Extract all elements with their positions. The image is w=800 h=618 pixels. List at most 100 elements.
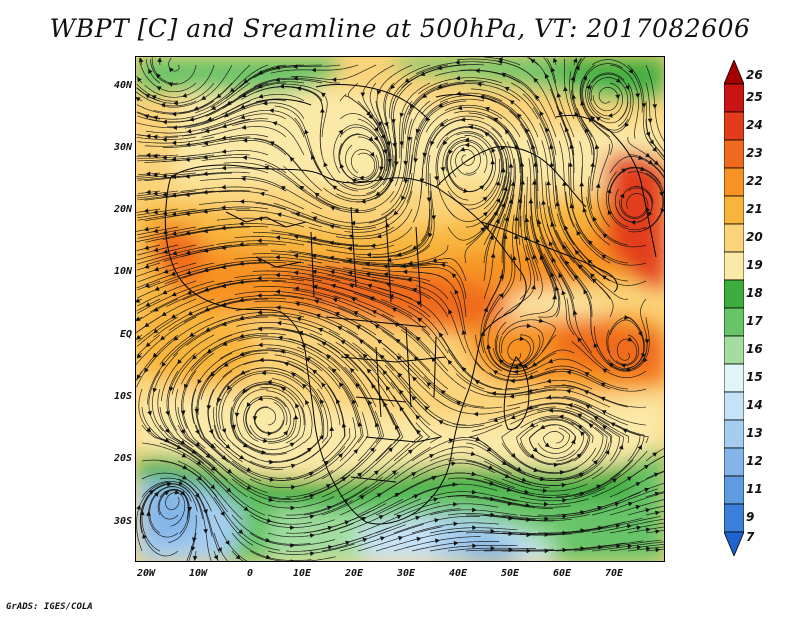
streamline-arrow [510, 181, 516, 187]
streamline-arrow [238, 241, 244, 247]
streamline-arrow [482, 196, 488, 202]
streamline-arrow [643, 357, 648, 363]
lat-label-eq: EQ [119, 329, 132, 340]
streamline-arrow [591, 278, 597, 284]
streamline-arrow [616, 543, 621, 549]
streamline-arrow [258, 342, 263, 348]
streamline-arrow [239, 333, 245, 339]
streamline-arrow [164, 437, 170, 443]
streamline-arrow [182, 93, 188, 98]
colorbar-label: 25 [746, 90, 763, 104]
streamline-arrow [309, 493, 315, 499]
streamline-arrow [343, 499, 349, 504]
streamline-arrow [210, 484, 216, 490]
streamline-arrow [574, 249, 580, 255]
streamline-arrow [520, 179, 525, 185]
streamline-arrow [525, 128, 530, 134]
streamline-arrow [180, 490, 186, 496]
streamline-arrow [568, 162, 573, 167]
streamline-arrow [371, 310, 377, 315]
streamline-arrow [514, 144, 520, 150]
streamline-arrow [524, 489, 530, 495]
streamline-arrow [369, 151, 375, 157]
streamline-arrow [185, 211, 190, 216]
streamline-arrow [482, 211, 488, 217]
streamline-arrow [357, 421, 363, 427]
streamline-arrow [636, 545, 642, 550]
streamline-arrow [500, 167, 506, 173]
streamline-arrow [265, 554, 271, 560]
streamline-arrow [417, 317, 423, 323]
streamline-arrow [377, 339, 383, 344]
streamline-arrow [489, 481, 495, 486]
streamline-arrow [323, 460, 329, 466]
streamline-arrow [185, 192, 190, 197]
streamline-arrow [592, 216, 598, 222]
streamline-arrow [172, 250, 178, 256]
streamline-arrow [422, 152, 428, 158]
streamline-arrow [325, 484, 331, 489]
streamline-arrow [370, 243, 376, 249]
streamline-arrow [257, 238, 262, 244]
streamline-arrow [607, 113, 613, 118]
colorbar-label: 21 [746, 202, 763, 216]
streamline-arrow [590, 162, 595, 167]
streamline-arrow [525, 502, 531, 508]
streamline-arrow [499, 273, 504, 279]
streamline-arrow [327, 525, 333, 531]
streamline-arrow [531, 144, 536, 150]
streamline-arrow [182, 464, 188, 470]
streamline-arrow [594, 144, 600, 150]
streamline-arrow [305, 399, 310, 405]
streamline-arrow [153, 328, 159, 334]
lat-label-10n: 10N [113, 266, 132, 277]
streamline-arrow [176, 444, 182, 449]
streamline-arrow [146, 427, 151, 433]
streamline-arrow [622, 428, 628, 434]
streamline-arrow [637, 444, 642, 450]
colorbar-cell [724, 419, 744, 449]
streamline-arrow [472, 543, 477, 549]
streamline-arrow [145, 189, 151, 195]
streamline-arrow [239, 199, 245, 204]
streamline-arrow [508, 163, 514, 168]
colorbar-cap-top [724, 60, 744, 85]
streamline-arrow [471, 489, 477, 495]
streamline-arrow [366, 111, 371, 117]
streamline-arrow [548, 358, 554, 364]
streamline-arrow [448, 309, 453, 315]
streamline-arrow [544, 73, 550, 79]
streamline-arrow [615, 78, 621, 83]
streamline-arrow [221, 165, 227, 171]
streamline-arrow [615, 523, 621, 529]
streamline-arrow [235, 554, 241, 560]
streamline-arrow [532, 254, 537, 260]
streamline-arrow [311, 253, 317, 259]
streamline-arrow [257, 310, 262, 315]
streamline-arrow [425, 116, 430, 122]
streamline-arrow [415, 128, 421, 134]
streamline-arrow [189, 116, 195, 122]
streamline-arrow [455, 75, 461, 81]
streamline-arrow [373, 470, 379, 476]
streamline-arrow [240, 370, 246, 375]
streamline-arrow [567, 403, 573, 408]
streamline-arrow [654, 491, 660, 497]
lat-label-10s: 10S [113, 391, 132, 402]
colorbar-cap-bottom [724, 531, 744, 556]
streamline-arrow [627, 336, 633, 342]
streamline-arrow [652, 452, 658, 457]
streamline-arrow [528, 374, 534, 379]
streamline-arrow [540, 476, 545, 482]
streamline-arrow [383, 272, 389, 277]
streamline-arrow [439, 122, 445, 127]
streamline-arrow [575, 65, 580, 71]
streamline-arrow [315, 313, 321, 319]
streamline-arrow [433, 497, 439, 502]
streamline-arrow [403, 160, 409, 166]
streamline-arrow [276, 212, 282, 218]
streamline-arrow [329, 426, 335, 431]
streamline-arrow [583, 289, 588, 295]
colorbar-label: 19 [746, 258, 763, 272]
streamline-arrow [203, 287, 209, 292]
